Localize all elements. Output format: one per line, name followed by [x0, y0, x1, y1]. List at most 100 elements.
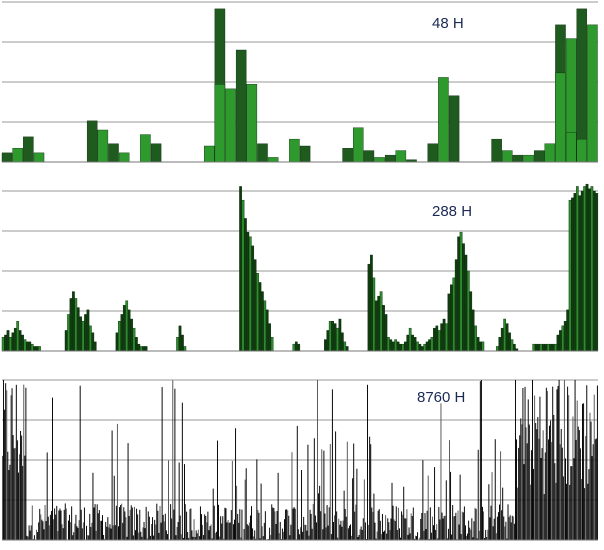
bar [433, 525, 434, 540]
bar [338, 318, 342, 352]
bar [391, 341, 395, 352]
bar [293, 507, 295, 540]
bar [378, 509, 380, 540]
bar [510, 339, 514, 352]
bar [392, 505, 394, 540]
bar [236, 485, 238, 540]
bar [86, 525, 88, 540]
bar [282, 531, 284, 540]
bar [227, 520, 229, 540]
bar [373, 493, 375, 540]
bar [166, 534, 168, 540]
bar [215, 531, 217, 540]
bar [6, 330, 10, 352]
bar [264, 511, 266, 540]
bar [533, 150, 545, 163]
bar [336, 327, 339, 352]
bar [443, 516, 445, 540]
bar [424, 513, 426, 540]
bar [542, 430, 544, 540]
bar [18, 330, 22, 352]
bar [150, 143, 162, 163]
bar [449, 440, 450, 540]
bar [241, 509, 243, 540]
bar [496, 346, 499, 352]
bar [573, 458, 575, 540]
bar [588, 188, 591, 352]
bar [16, 440, 18, 540]
bar [544, 143, 556, 163]
bar [491, 138, 502, 163]
bar [453, 516, 455, 540]
bar [13, 448, 15, 540]
bar [486, 537, 488, 540]
bar [8, 470, 10, 540]
bar [557, 385, 559, 540]
chart-panel-8760h: 8760 H [2, 379, 598, 541]
bar [545, 387, 547, 540]
bar [120, 505, 122, 540]
bar [60, 510, 62, 540]
bar [398, 528, 400, 540]
bar [300, 527, 301, 540]
bar [175, 535, 177, 540]
bar [246, 231, 250, 352]
bar [38, 522, 40, 540]
bar [114, 525, 116, 540]
bar [387, 337, 390, 352]
bar-overlay [565, 132, 577, 163]
bar [477, 449, 479, 540]
bar [439, 519, 441, 540]
bar [377, 295, 381, 352]
bar [33, 152, 45, 163]
bar [328, 321, 332, 352]
bar [580, 190, 584, 352]
bar [89, 325, 92, 352]
bar [199, 506, 201, 540]
bar [533, 468, 535, 540]
bar [344, 508, 346, 540]
bar [176, 526, 178, 540]
bar [294, 341, 298, 352]
chart-panel-288h: 288 H [1, 183, 599, 352]
bar [108, 527, 110, 540]
bar [334, 515, 336, 540]
bar [28, 525, 30, 540]
bar [246, 524, 248, 540]
bar [559, 444, 561, 540]
bar [216, 440, 218, 540]
bar [379, 291, 383, 352]
bar [115, 505, 117, 540]
bar [493, 518, 495, 540]
bar [309, 509, 311, 540]
bar [297, 343, 301, 352]
bar [220, 516, 222, 540]
bar [136, 508, 138, 540]
bar [292, 343, 296, 352]
bar [64, 503, 66, 540]
bar [110, 528, 112, 540]
bar [571, 466, 573, 540]
bar [363, 479, 365, 540]
bar [435, 325, 439, 352]
bar [182, 537, 184, 540]
bar [404, 518, 406, 540]
bar [556, 334, 560, 352]
bar [287, 510, 289, 540]
bar [355, 504, 357, 540]
bar [396, 529, 398, 540]
bar [14, 447, 16, 540]
bar [131, 507, 133, 540]
bar [401, 511, 403, 540]
bar [23, 136, 34, 163]
bar-overlay [576, 138, 588, 163]
bar [271, 504, 273, 540]
bar [210, 524, 212, 540]
bar [530, 450, 532, 540]
bar [322, 529, 324, 540]
bar [79, 316, 83, 352]
bar [331, 389, 333, 540]
bar [567, 386, 569, 540]
bar [130, 505, 132, 540]
bar [448, 95, 460, 163]
